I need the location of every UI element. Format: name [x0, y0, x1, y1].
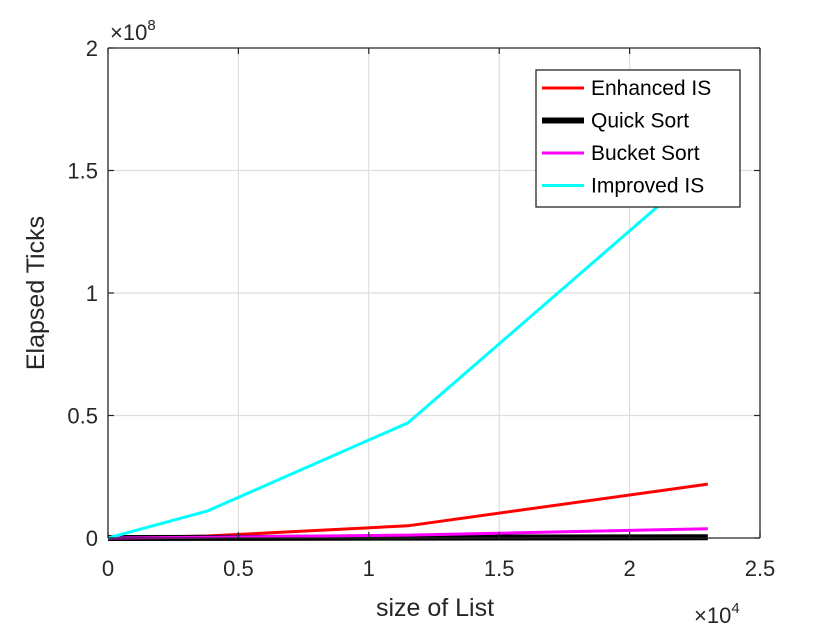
tick-labels: 0 0.5 1 1.5 2 2.5 0 0.5 1 1.5 2 — [67, 36, 775, 581]
legend-label: Bucket Sort — [591, 142, 700, 165]
x-tick-label: 0.5 — [223, 556, 254, 581]
y-tick-label: 1 — [86, 281, 98, 306]
x-tick-label: 1.5 — [484, 556, 515, 581]
x-tick-label: 2 — [623, 556, 635, 581]
legend-label: Quick Sort — [591, 110, 689, 133]
y-tick-label: 1.5 — [67, 159, 98, 184]
axes — [107, 47, 761, 539]
y-exponent-power: 8 — [147, 17, 155, 34]
series-line-improved-is — [107, 161, 709, 540]
x-exponent-power: 4 — [731, 600, 739, 617]
x-tick-label: 0 — [102, 556, 114, 581]
y-tick-label: 2 — [86, 36, 98, 61]
x-axis-title: size of List — [376, 594, 494, 622]
legend-label: Enhanced IS — [591, 77, 711, 100]
x-tick-label: 2.5 — [745, 556, 776, 581]
y-exponent-base: ×10 — [110, 20, 147, 45]
y-axis-title: Elapsed Ticks — [22, 216, 50, 370]
y-tick-label: 0 — [86, 526, 98, 551]
y-exponent-label: ×108 — [110, 17, 156, 45]
legend: Enhanced IS Quick Sort Bucket Sort Improved… — [535, 69, 741, 208]
y-tick-label: 0.5 — [67, 404, 98, 429]
legend-label: Improved IS — [591, 175, 704, 198]
x-exponent-base: ×10 — [694, 603, 731, 628]
x-exponent-label: ×104 — [694, 600, 740, 628]
x-tick-label: 1 — [363, 556, 375, 581]
